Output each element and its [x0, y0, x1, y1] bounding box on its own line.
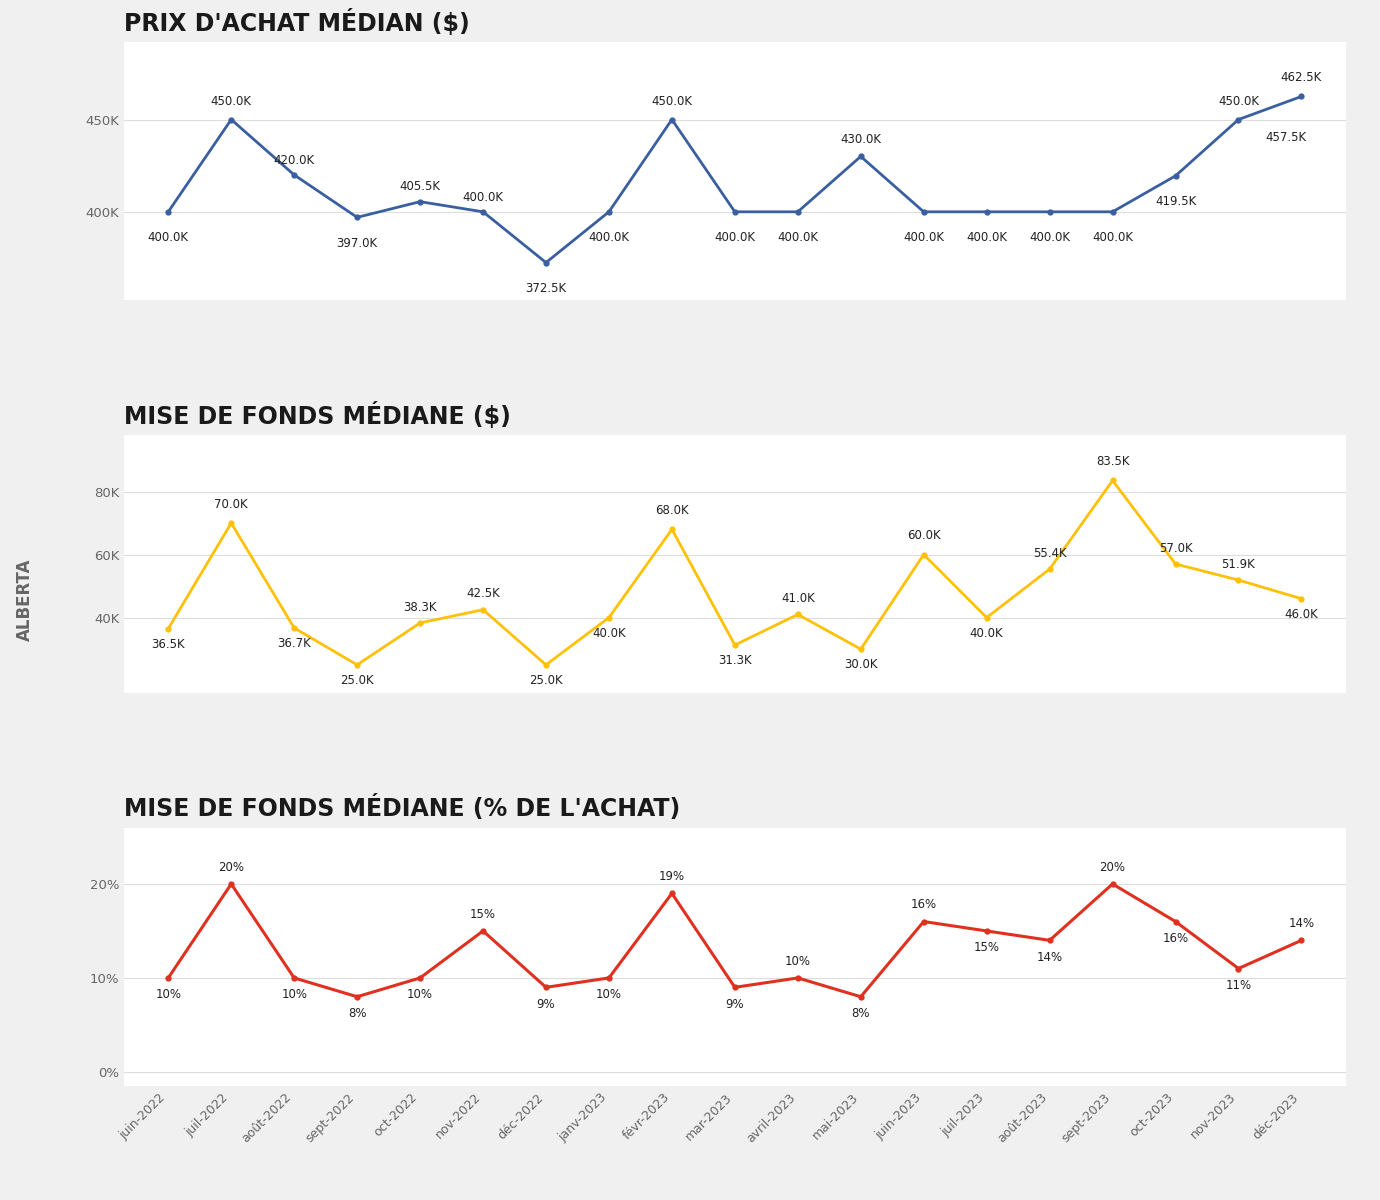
Text: 400.0K: 400.0K: [715, 232, 755, 244]
Text: 16%: 16%: [911, 898, 937, 911]
Text: 10%: 10%: [785, 954, 811, 967]
Text: 19%: 19%: [658, 870, 684, 883]
Text: PRIX D'ACHAT MÉDIAN ($): PRIX D'ACHAT MÉDIAN ($): [124, 8, 471, 36]
Text: 400.0K: 400.0K: [462, 191, 504, 204]
Text: 419.5K: 419.5K: [1155, 196, 1196, 208]
Text: ALBERTA: ALBERTA: [15, 559, 34, 641]
Text: 41.0K: 41.0K: [781, 592, 814, 605]
Text: 10%: 10%: [596, 989, 622, 1001]
Text: 15%: 15%: [471, 907, 495, 920]
Text: MISE DE FONDS MÉDIANE ($): MISE DE FONDS MÉDIANE ($): [124, 402, 511, 428]
Text: 397.0K: 397.0K: [337, 236, 378, 250]
Text: 20%: 20%: [1100, 860, 1126, 874]
Text: 10%: 10%: [282, 989, 308, 1001]
Text: 9%: 9%: [726, 997, 744, 1010]
Text: 10%: 10%: [156, 989, 181, 1001]
Text: 400.0K: 400.0K: [904, 232, 944, 244]
Text: 11%: 11%: [1225, 979, 1252, 992]
Text: 31.3K: 31.3K: [718, 654, 752, 667]
Text: 462.5K: 462.5K: [1281, 72, 1322, 84]
Text: 70.0K: 70.0K: [214, 498, 248, 511]
Text: 40.0K: 40.0K: [592, 626, 625, 640]
Text: 42.5K: 42.5K: [466, 588, 500, 600]
Text: 450.0K: 450.0K: [1219, 95, 1259, 108]
Text: 400.0K: 400.0K: [1029, 232, 1070, 244]
Text: 8%: 8%: [851, 1007, 869, 1020]
Text: 30.0K: 30.0K: [845, 659, 878, 671]
Text: 372.5K: 372.5K: [526, 282, 567, 295]
Text: 20%: 20%: [218, 860, 244, 874]
Text: 450.0K: 450.0K: [651, 95, 693, 108]
Text: 10%: 10%: [407, 989, 433, 1001]
Text: 9%: 9%: [537, 997, 555, 1010]
Text: 400.0K: 400.0K: [588, 232, 629, 244]
Text: 405.5K: 405.5K: [400, 180, 440, 193]
Text: 68.0K: 68.0K: [656, 504, 689, 517]
Text: 46.0K: 46.0K: [1285, 608, 1318, 620]
Text: 25.0K: 25.0K: [341, 674, 374, 688]
Text: 14%: 14%: [1289, 917, 1315, 930]
Text: 457.5K: 457.5K: [1265, 132, 1305, 144]
Text: 83.5K: 83.5K: [1096, 455, 1129, 468]
Text: 450.0K: 450.0K: [211, 95, 251, 108]
Text: 8%: 8%: [348, 1007, 366, 1020]
Text: 38.3K: 38.3K: [403, 601, 437, 613]
Text: MISE DE FONDS MÉDIANE (% DE L'ACHAT): MISE DE FONDS MÉDIANE (% DE L'ACHAT): [124, 796, 680, 822]
Text: 57.0K: 57.0K: [1159, 541, 1192, 554]
Text: 420.0K: 420.0K: [273, 154, 315, 167]
Text: 15%: 15%: [974, 941, 999, 954]
Text: 60.0K: 60.0K: [907, 529, 941, 542]
Text: 400.0K: 400.0K: [777, 232, 818, 244]
Text: 40.0K: 40.0K: [970, 626, 1003, 640]
Text: 55.4K: 55.4K: [1032, 547, 1067, 559]
Text: 430.0K: 430.0K: [840, 133, 882, 146]
Text: 25.0K: 25.0K: [529, 674, 563, 688]
Text: 16%: 16%: [1162, 932, 1188, 944]
Text: 14%: 14%: [1036, 950, 1063, 964]
Text: 51.9K: 51.9K: [1221, 558, 1256, 571]
Text: 36.5K: 36.5K: [152, 638, 185, 650]
Text: 400.0K: 400.0K: [148, 232, 189, 244]
Text: 400.0K: 400.0K: [1092, 232, 1133, 244]
Text: 36.7K: 36.7K: [277, 637, 310, 650]
Text: 400.0K: 400.0K: [966, 232, 1007, 244]
